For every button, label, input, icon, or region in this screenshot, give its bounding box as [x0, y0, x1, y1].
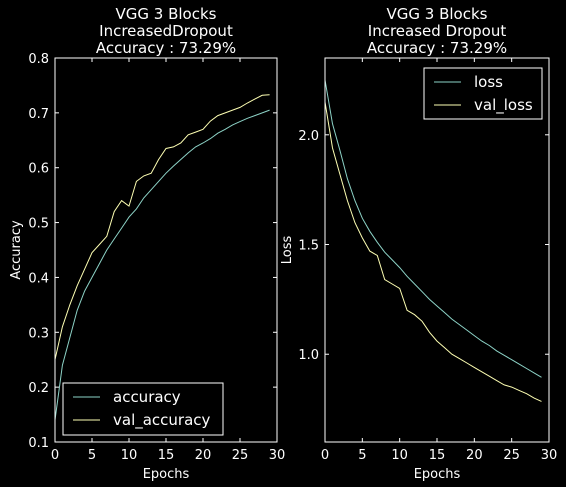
accuracy-chart-y-tick-label: 0.6 — [28, 162, 49, 177]
accuracy-chart-y-tick-label: 0.1 — [28, 436, 49, 451]
loss-chart-y-tick-label: 2.0 — [298, 129, 319, 144]
accuracy-chart-y-axis-label: Accuracy — [9, 220, 24, 280]
loss-chart-legend-label-loss: loss — [474, 73, 503, 91]
loss-chart-x-tick-label: 15 — [429, 448, 446, 463]
accuracy-chart-title-line-3: Accuracy : 73.29% — [96, 39, 236, 57]
loss-chart-title-line-2: Increased Dropout — [368, 22, 507, 40]
accuracy-chart-y-tick-label: 0.2 — [28, 381, 49, 396]
accuracy-chart-x-tick-label: 15 — [158, 448, 175, 463]
accuracy-chart-y-tick-label: 0.3 — [28, 326, 49, 341]
accuracy-chart-y-tick-label: 0.7 — [28, 107, 49, 122]
loss-chart-y-axis-label: Loss — [280, 236, 295, 265]
accuracy-chart-x-tick-label: 20 — [195, 448, 212, 463]
accuracy-chart-legend-label-val-accuracy: val_accuracy — [113, 411, 211, 430]
accuracy-chart-y-tick-label: 0.5 — [28, 217, 49, 232]
accuracy-chart: VGG 3 Blocks IncreasedDropout Accuracy :… — [9, 5, 285, 482]
loss-chart-legend — [423, 67, 543, 120]
accuracy-chart-x-axis-label: Epochs — [143, 467, 190, 482]
accuracy-chart-y-tick-label: 0.4 — [28, 271, 49, 286]
loss-chart-x-tick-label: 0 — [321, 448, 329, 463]
accuracy-chart-x-tick-label: 25 — [232, 448, 249, 463]
accuracy-chart-title-line-2: IncreasedDropout — [99, 22, 233, 40]
accuracy-chart-y-tick-label: 0.8 — [28, 52, 49, 67]
accuracy-chart-x-tick-label: 5 — [88, 448, 96, 463]
loss-chart: VGG 3 Blocks Increased Dropout Accuracy … — [280, 5, 557, 482]
loss-chart-legend-label-val-loss: val_loss — [474, 96, 533, 115]
accuracy-chart-legend-label-accuracy: accuracy — [113, 388, 181, 406]
loss-chart-x-axis-label: Epochs — [414, 467, 461, 482]
loss-chart-y-tick-label: 1.5 — [298, 239, 319, 254]
loss-chart-series-val-loss-line — [324, 101, 542, 402]
loss-chart-series-loss-line — [324, 79, 542, 378]
loss-chart-x-tick-label: 25 — [503, 448, 520, 463]
accuracy-chart-legend — [62, 382, 224, 436]
accuracy-chart-x-tick-label: 10 — [121, 448, 138, 463]
accuracy-chart-series-accuracy-line — [54, 109, 270, 421]
accuracy-chart-title-line-1: VGG 3 Blocks — [116, 5, 217, 23]
loss-chart-x-tick-label: 10 — [391, 448, 408, 463]
accuracy-chart-x-tick-label: 0 — [51, 448, 59, 463]
loss-chart-title-line-1: VGG 3 Blocks — [387, 5, 488, 23]
accuracy-chart-x-tick-label: 30 — [269, 448, 286, 463]
accuracy-chart-series-val-accuracy-line — [54, 94, 270, 360]
loss-chart-x-tick-label: 20 — [466, 448, 483, 463]
loss-chart-y-tick-label: 1.0 — [298, 348, 319, 363]
loss-chart-x-tick-label: 30 — [541, 448, 558, 463]
loss-chart-title-line-3: Accuracy : 73.29% — [367, 39, 507, 57]
loss-chart-x-tick-label: 5 — [358, 448, 366, 463]
